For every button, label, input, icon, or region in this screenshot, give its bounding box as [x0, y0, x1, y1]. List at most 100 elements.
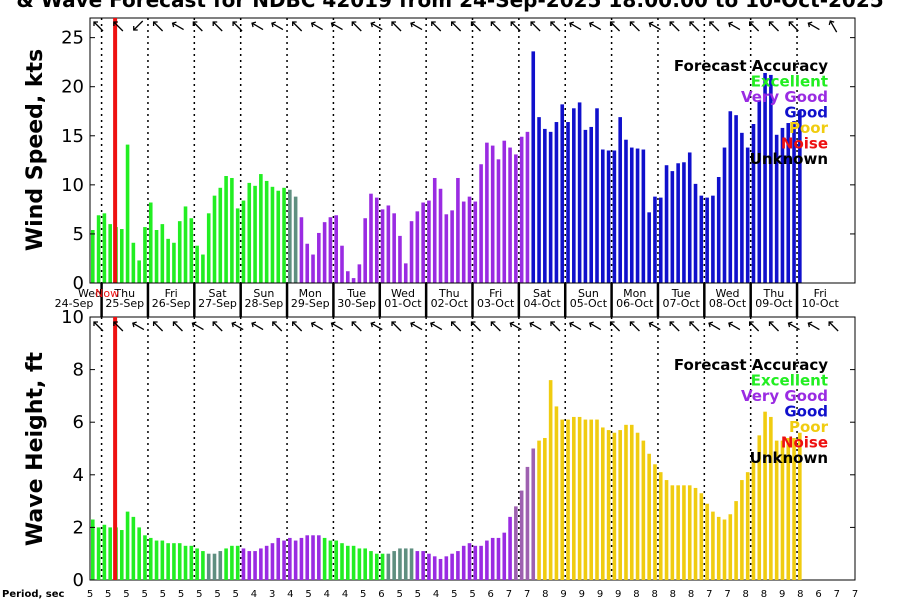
day-of-week: Sun — [578, 287, 599, 300]
bar — [624, 424, 628, 580]
bar — [91, 519, 95, 580]
bar — [687, 485, 692, 580]
period-value: 7 — [706, 589, 712, 600]
direction-arrow — [430, 321, 443, 331]
bar — [583, 419, 588, 580]
bar — [177, 221, 182, 283]
direction-arrow — [113, 21, 124, 32]
bar — [467, 543, 472, 580]
bar — [206, 553, 211, 580]
bar — [317, 232, 321, 283]
bar — [531, 448, 536, 580]
period-value: 5 — [178, 589, 184, 600]
day-of-week: Thu — [113, 287, 135, 300]
bar — [792, 121, 796, 283]
bar — [583, 129, 588, 283]
period-value: 8 — [651, 589, 657, 600]
bar — [560, 104, 565, 284]
bar — [386, 205, 391, 283]
bar — [519, 136, 524, 283]
day-date: 08-Oct — [709, 297, 747, 310]
day-date: 05-Oct — [570, 297, 608, 310]
bar — [606, 430, 611, 580]
day-date: 24-Sep — [55, 297, 94, 310]
bar — [479, 545, 483, 580]
bar — [264, 545, 269, 580]
now-marker — [113, 317, 118, 580]
direction-arrow — [470, 321, 481, 332]
bar — [722, 519, 727, 580]
bar — [461, 545, 466, 580]
bar — [369, 193, 373, 283]
day-date: 25-Sep — [105, 297, 144, 310]
direction-arrow — [212, 21, 223, 32]
bar — [409, 548, 414, 580]
direction-arrow — [648, 321, 661, 331]
bar — [288, 537, 292, 580]
direction-arrow — [370, 21, 383, 31]
bar — [740, 480, 744, 580]
bar — [195, 548, 199, 580]
period-value: 7 — [834, 589, 840, 600]
bar — [601, 427, 605, 580]
bar — [786, 123, 791, 283]
period-value: 8 — [743, 589, 749, 600]
bar — [798, 432, 802, 580]
bar — [230, 177, 234, 283]
direction-arrow — [450, 21, 462, 32]
y-tick-label: 4 — [73, 465, 84, 486]
bar — [496, 159, 501, 283]
legend-item: Excellent — [751, 73, 828, 91]
bar — [456, 551, 460, 580]
bar — [131, 242, 136, 283]
bar — [554, 406, 559, 580]
bar — [653, 464, 657, 580]
bar — [322, 222, 327, 283]
bar — [543, 437, 547, 580]
bar — [374, 197, 379, 283]
direction-arrow — [292, 21, 303, 32]
bar — [340, 245, 344, 283]
bar — [635, 148, 640, 283]
direction-arrow — [152, 321, 164, 332]
bar — [711, 195, 715, 283]
bar — [745, 147, 750, 283]
period-value: 8 — [688, 589, 694, 600]
day-of-week: Wed — [716, 287, 740, 300]
day-date: 29-Sep — [291, 297, 330, 310]
bar — [641, 440, 646, 580]
bar — [282, 187, 286, 283]
bar — [658, 472, 663, 580]
direction-arrow — [510, 21, 521, 32]
day-of-week: Tue — [346, 287, 366, 300]
wind-y-label: Wind Speed, kts — [23, 49, 48, 251]
bar — [525, 131, 530, 283]
period-value: 4 — [342, 589, 348, 600]
direction-arrow — [172, 321, 183, 332]
bar — [403, 263, 408, 283]
bar — [618, 117, 622, 283]
bar — [699, 493, 704, 580]
bar — [253, 551, 257, 580]
y-tick-label: 2 — [73, 517, 84, 538]
direction-arrow — [807, 321, 820, 331]
wind-speed-panel: 0 5 10 15 20 25 Wind Speed, kts Forecast Accu… — [23, 17, 856, 294]
day-of-week: Thu — [763, 287, 785, 300]
period-value: 7 — [506, 589, 512, 600]
chart-title: & Wave Forecast for NDBC 42019 from 24-S… — [16, 0, 883, 12]
direction-arrow — [629, 21, 640, 32]
bar — [780, 127, 785, 283]
bar — [751, 124, 756, 283]
bar — [270, 543, 275, 580]
period-value: 9 — [597, 589, 603, 600]
bar — [253, 185, 257, 283]
bar — [177, 543, 182, 580]
bar — [508, 516, 512, 580]
bar — [351, 278, 356, 283]
day-of-week: Wed — [78, 287, 102, 300]
bar — [653, 196, 657, 283]
bar — [548, 380, 553, 580]
bar — [421, 551, 425, 580]
bar — [235, 545, 240, 580]
bar — [299, 537, 304, 580]
